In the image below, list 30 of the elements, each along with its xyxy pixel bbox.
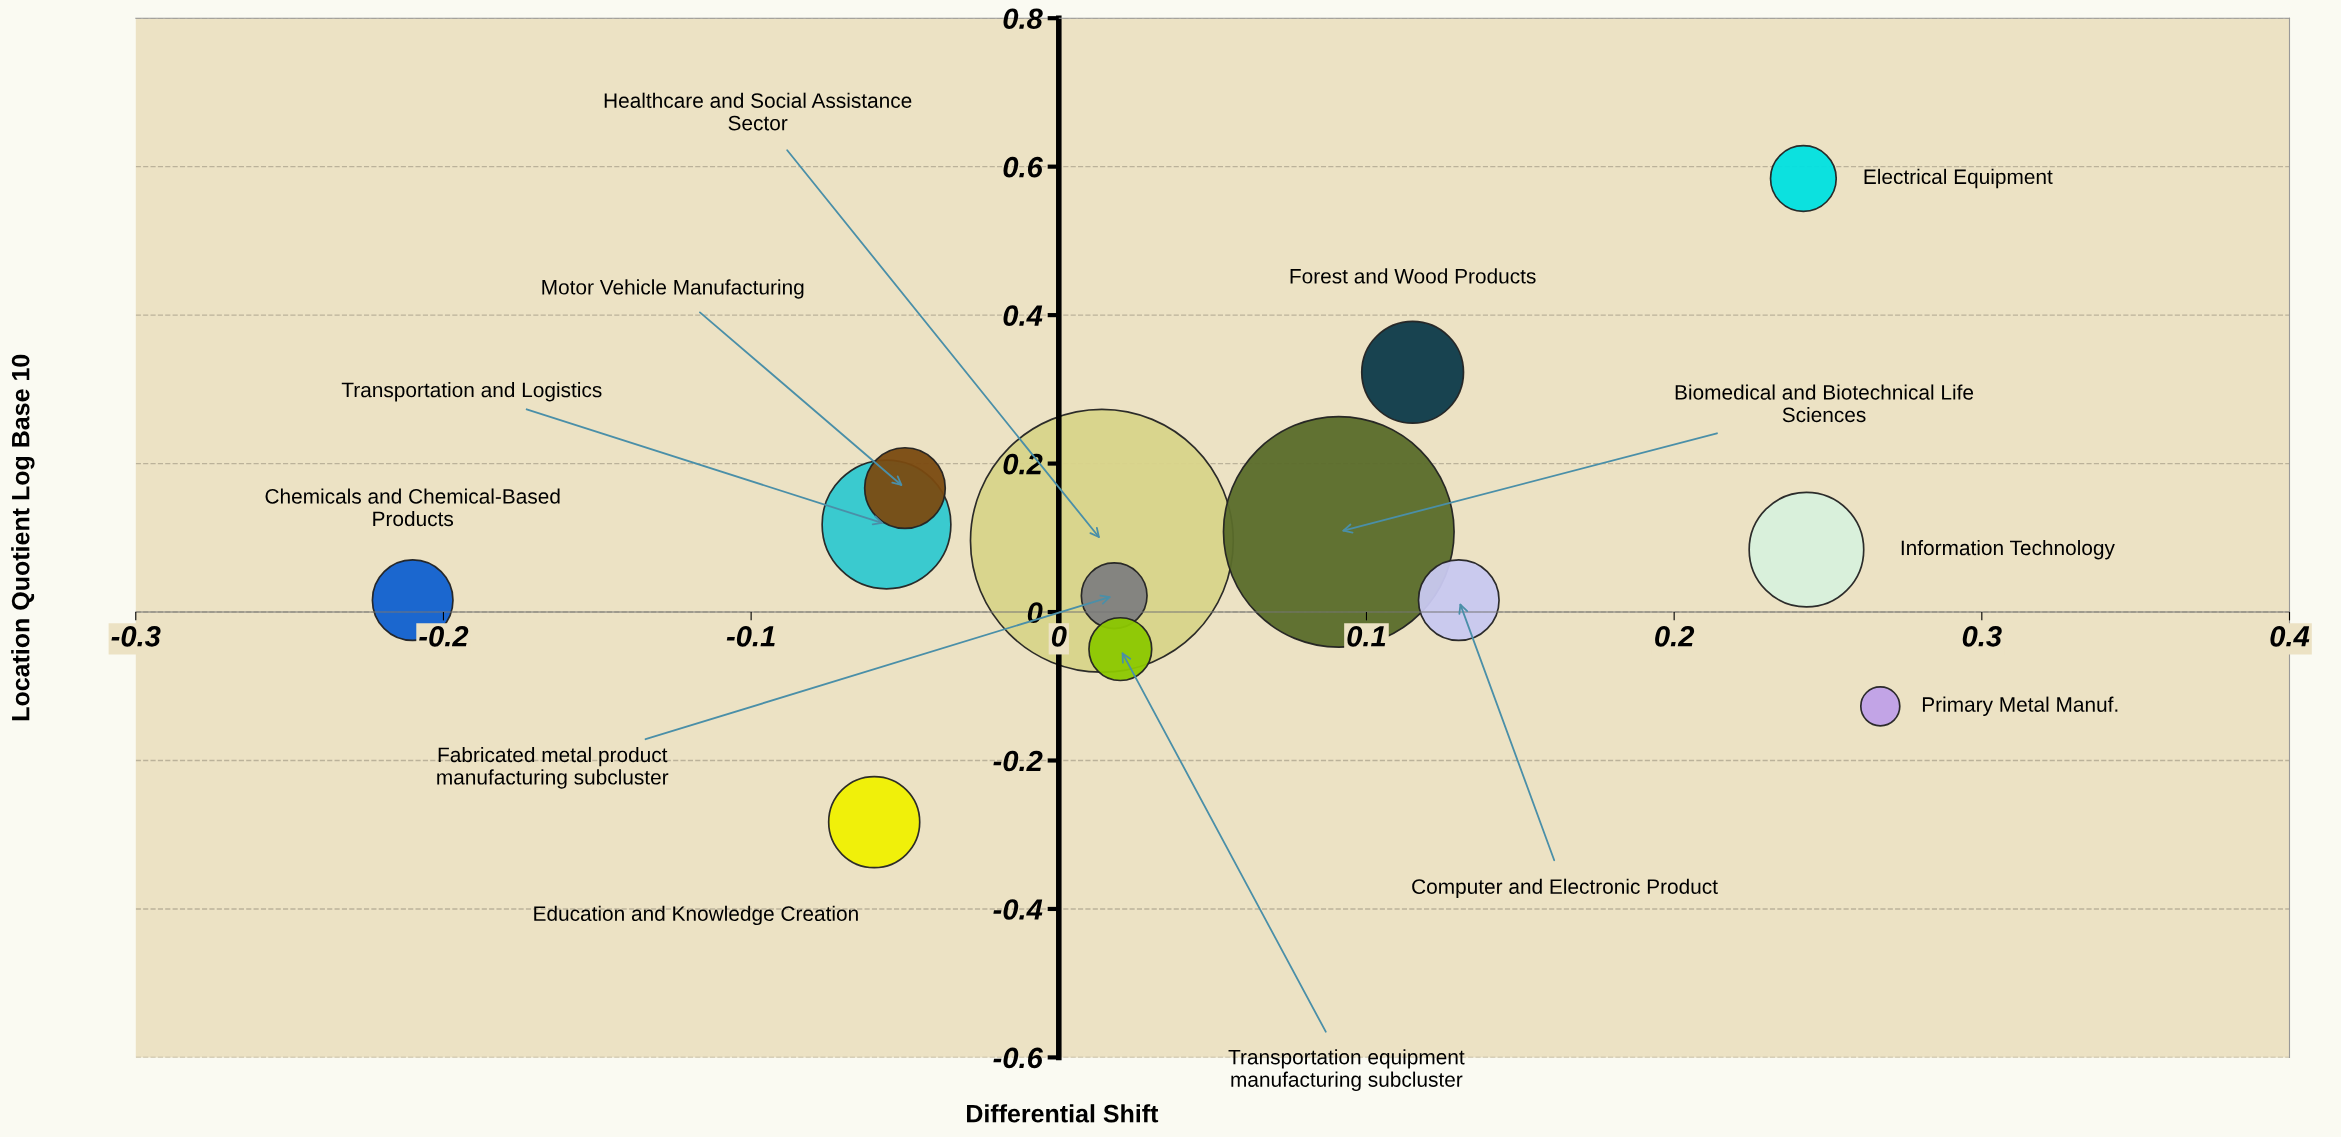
text: Healthcare and Social Assistance Sector: [604, 92, 912, 131]
y-tick-label: 0.2: [1003, 453, 1043, 475]
text: Transportation and Logistics: [341, 382, 602, 402]
x-tick-label: -0.3: [111, 626, 161, 647]
text: Forest and Wood Products: [1290, 268, 1536, 284]
y-tick-label: -0.2: [993, 750, 1043, 772]
x-tick-label: 0: [1051, 626, 1067, 647]
y-tick-label: -0.6: [993, 1047, 1043, 1069]
y-tick-label: 0.4: [1003, 305, 1043, 326]
x-tick-label: 0.1: [1347, 626, 1386, 647]
series-label: Primary Metal Manuf.: [1922, 696, 2118, 717]
series-label: Information Technology: [1901, 539, 2115, 560]
series-label: Education and Knowledge Creation: [534, 905, 858, 926]
x-tick-label: -0.2: [419, 626, 469, 647]
y-axis-title: Location Quotient Log Base 10: [11, 354, 35, 721]
y-tick-label: 0.8: [1003, 8, 1043, 30]
x-tick-label: -0.1: [726, 626, 775, 647]
x-tick-label: 0.4: [2270, 626, 2310, 647]
text: Transportation equipment manufacturing subcluster: [1228, 1049, 1465, 1092]
text: Fabricated metal product manufacturing subcluster: [437, 746, 669, 789]
series-label: Electrical Equipment: [1864, 168, 2053, 189]
text: Computer and Electronic Product: [1412, 878, 1718, 899]
x-axis-title: Differential Shift: [967, 1104, 1159, 1123]
text: Motor Vehicle Manufacturing: [542, 279, 804, 299]
x-tick-label: 0.2: [1655, 626, 1695, 647]
text: Chemicals and Chemical-Based Products: [265, 488, 560, 527]
y-tick-label: -0.4: [993, 899, 1043, 920]
text: Biomedical and Biotechnical Life Sciences: [1675, 384, 1974, 423]
y-tick-label: 0.6: [1003, 156, 1043, 178]
x-tick-label: 0.3: [1962, 626, 2002, 647]
